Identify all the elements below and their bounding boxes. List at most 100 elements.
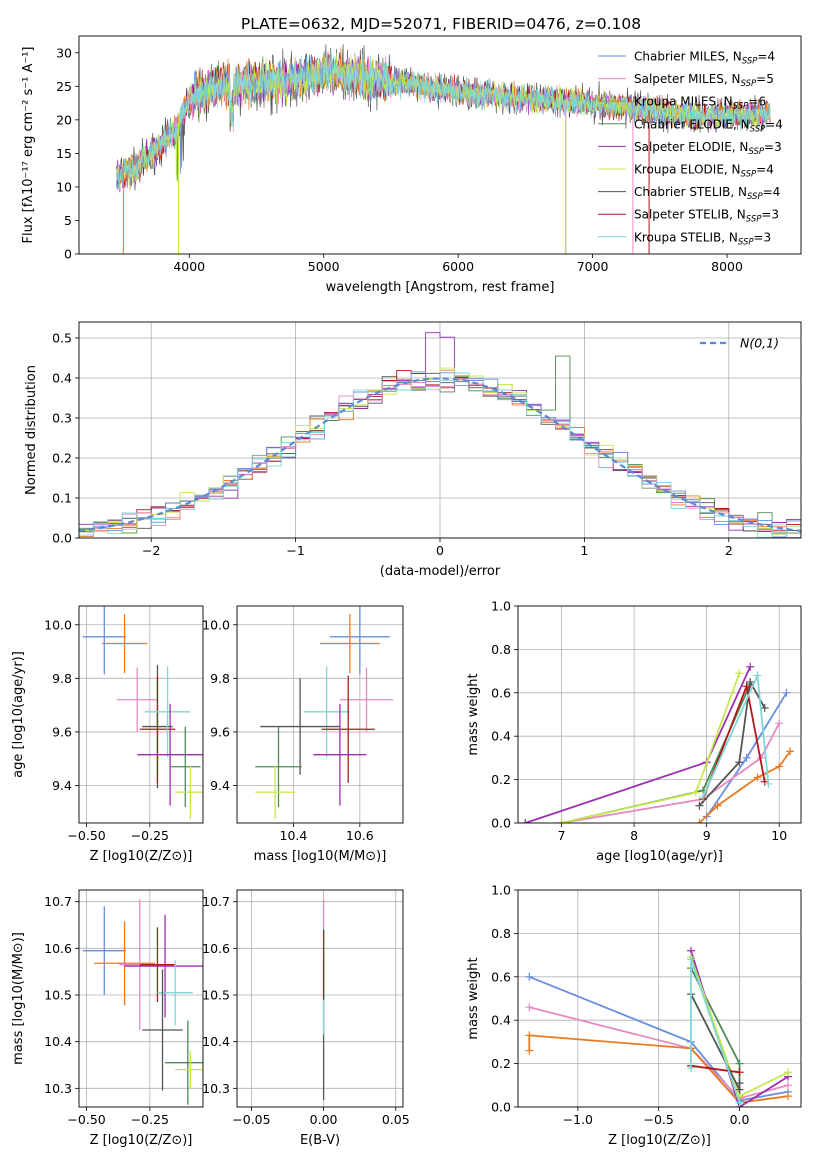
legend-label: Salpeter STELIB, NSSP=3 <box>634 208 779 225</box>
age_weight-ytick-label: 0.6 <box>491 685 511 700</box>
z_mass-frame <box>78 889 204 1108</box>
weight-marker <box>782 688 791 697</box>
residuals-frame <box>78 321 802 539</box>
mass_age-ytick-label: 9.4 <box>210 778 230 793</box>
mass_age-plot-area <box>237 606 403 823</box>
residuals-xlabel: (data-model)/error <box>380 564 501 579</box>
weight-marker <box>525 1003 534 1012</box>
mass_age-ytick-label: 9.6 <box>210 724 230 739</box>
mass_age-ytick-label: 10.0 <box>202 617 230 632</box>
weight-line <box>690 959 741 1103</box>
age_weight-panel: 7 8 9 10 0.0 0.2 0.4 0.6 0.8 1.0 age [log10(age/yr… <box>466 599 802 864</box>
spectrum-xtick-label: 6000 <box>442 259 474 274</box>
weight-marker <box>760 703 769 712</box>
z_age-xtick-label: −0.50 <box>67 828 105 843</box>
age_weight-frame <box>517 605 802 824</box>
spectrum-ytick-label: 15 <box>56 146 72 161</box>
z_age-ytick-label: 9.4 <box>52 778 72 793</box>
spectrum-xlabel: wavelength [Angstrom, rest frame] <box>326 280 555 295</box>
weight-marker <box>525 972 534 981</box>
weight-line <box>698 679 766 807</box>
z_weight-ytick-label: 0.8 <box>491 926 511 941</box>
age_weight-xlabel: age [log10(age/yr)] <box>596 849 723 864</box>
legend-label: Salpeter MILES, NSSP=5 <box>634 72 774 89</box>
ebv_mass-ytick-label: 10.6 <box>202 941 230 956</box>
z_age-ytick-label: 10.0 <box>44 617 72 632</box>
residuals-xtick-label: −2 <box>142 543 160 558</box>
z_weight-plot-area <box>518 890 801 1107</box>
ebv_mass-ytick-label: 10.5 <box>202 988 230 1003</box>
z_age-panel: −0.50 −0.25 9.4 9.6 9.8 10.0 Z [log10(Z/Z⊙)] ag… <box>11 605 204 864</box>
ebv_mass-panel: −0.05 0.00 0.05 10.3 10.4 10.5 10.6 10.7 E(B-V) <box>202 889 410 1148</box>
z_weight-xtick-label: 0.0 <box>730 1112 750 1127</box>
residuals-xtick-label: 2 <box>725 543 733 558</box>
z_weight-ytick-label: 0.6 <box>491 969 511 984</box>
weight-marker <box>735 669 744 678</box>
legend-label: N(0,1) <box>740 336 779 351</box>
age_weight-plot-area <box>518 606 801 823</box>
age_weight-xtick-label: 9 <box>703 828 711 843</box>
mass_age-frame <box>236 605 404 824</box>
z_mass-plot-area <box>79 890 203 1107</box>
ebv_mass-ytick-label: 10.7 <box>202 894 230 909</box>
spectrum-frame <box>78 35 802 255</box>
mass_age-xlabel: mass [log10(M/M⊙)] <box>254 849 387 864</box>
age_weight-ytick-label: 0.8 <box>491 642 511 657</box>
ebv_mass-xtick-label: 0.00 <box>310 1112 338 1127</box>
mass_age-ytick-label: 9.8 <box>210 671 230 686</box>
legend-label: Chabrier STELIB, NSSP=4 <box>634 185 780 202</box>
residuals-ytick-label: 0.3 <box>52 411 72 426</box>
z_mass-panel: −0.50 −0.25 10.3 10.4 10.5 10.6 10.7 Z [log10(Z… <box>11 889 204 1148</box>
z_weight-ytick-label: 1.0 <box>491 883 511 898</box>
spectrum-ytick-label: 30 <box>56 45 72 60</box>
legend-label: Chabrier ELODIE, NSSP=4 <box>634 117 783 134</box>
z_mass-ytick-label: 10.7 <box>44 894 72 909</box>
z_weight-xtick-label: −0.5 <box>644 1112 674 1127</box>
residuals-ylabel: Normed distribution <box>24 365 39 495</box>
spectrum-ytick-label: 20 <box>56 112 72 127</box>
weight-marker <box>695 801 704 810</box>
spectrum-ytick-label: 25 <box>56 79 72 94</box>
mass_age-panel: 10.4 10.6 9.4 9.6 9.8 10.0 mass [log10(M/M⊙)] <box>202 605 404 864</box>
weight-marker <box>521 819 530 823</box>
weight-marker <box>687 1063 696 1072</box>
weight-marker <box>525 1046 534 1055</box>
mass_age-xtick-label: 10.4 <box>280 828 308 843</box>
ebv_mass-xtick-label: −0.05 <box>232 1112 270 1127</box>
spectrum-plot-area <box>116 44 771 254</box>
residuals-xtick-label: 1 <box>580 543 588 558</box>
spectrum-panel: 4000 5000 6000 7000 8000 0 5 10 15 20 25 30 waveleng… <box>21 35 802 295</box>
age_weight-xtick-label: 10 <box>771 828 787 843</box>
weight-line <box>528 975 789 1102</box>
spectrum-line-8 <box>116 51 771 190</box>
residuals-ytick-label: 0.0 <box>52 531 72 546</box>
age_weight-xtick-label: 8 <box>630 828 638 843</box>
ebv_mass-ytick-label: 10.4 <box>202 1034 230 1049</box>
spectrum-xtick-label: 5000 <box>308 259 340 274</box>
spectrum-xtick-label: 4000 <box>173 259 205 274</box>
z_weight-frame <box>517 889 802 1108</box>
weight-marker <box>764 779 773 788</box>
z_mass-ytick-label: 10.3 <box>44 1081 72 1096</box>
z_mass-ylabel: mass [log10(M/M⊙)] <box>11 932 26 1065</box>
weight-line <box>561 722 780 823</box>
z_weight-panel: −1.0 −0.5 0.0 0.0 0.2 0.4 0.6 0.8 1.0 Z [log10(Z/… <box>466 883 802 1148</box>
z_age-xlabel: Z [log10(Z/Z⊙)] <box>90 849 193 864</box>
age_weight-ytick-label: 0.4 <box>491 729 511 744</box>
figure-title: PLATE=0632, MJD=52071, FIBERID=0476, z=0… <box>241 15 641 33</box>
ebv_mass-frame <box>236 889 404 1108</box>
weight-marker <box>735 1098 744 1107</box>
z_age-frame <box>78 605 204 824</box>
z_weight-ytick-label: 0.2 <box>491 1056 511 1071</box>
age_weight-xtick-label: 7 <box>558 828 566 843</box>
weight-marker <box>753 773 762 782</box>
z_age-ytick-label: 9.8 <box>52 671 72 686</box>
weight-line <box>690 1064 740 1074</box>
ebv_mass-plot-area <box>237 890 403 1107</box>
z_weight-xlabel: Z [log10(Z/Z⊙)] <box>608 1133 711 1148</box>
weight-marker <box>775 719 784 728</box>
residuals-xtick-label: 0 <box>436 543 444 558</box>
weight-line <box>525 666 752 823</box>
weight-marker <box>746 677 755 686</box>
residuals-xtick-label: −1 <box>286 543 304 558</box>
